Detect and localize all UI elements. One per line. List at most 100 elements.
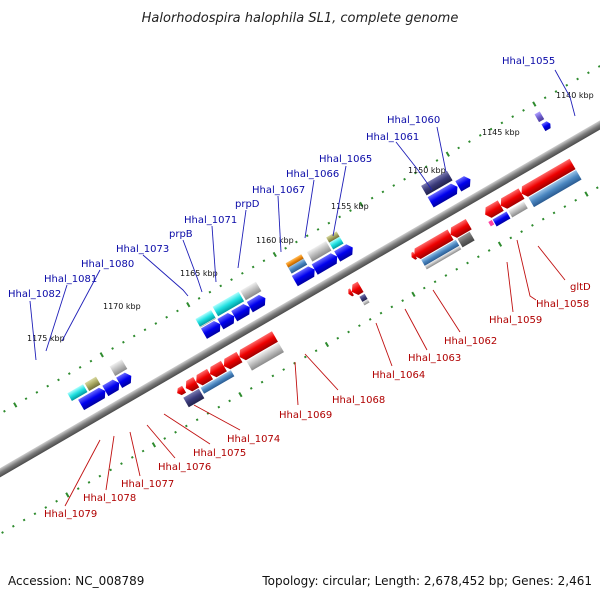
label-hhal-1058: Hhal_1058 [536,299,589,310]
label-hhal-1077: Hhal_1077 [121,479,174,490]
bar-rev-11 [200,370,235,394]
outer-scale-tick-46 [424,165,428,169]
leader-hhal-1081 [45,284,68,352]
outer-scale-tick-35 [305,234,309,238]
leader-hhal-1082 [29,300,37,361]
bar-fwd-7 [285,254,304,268]
leader-hhal-1080 [61,269,101,342]
summary-text: Topology: circular; Length: 2,678,452 bp… [261,574,592,588]
label-hhal-1063: Hhal_1063 [408,353,461,364]
label-hhal-1060: Hhal_1060 [387,115,440,126]
bar-fwd-6 [288,258,308,274]
outer-scale-tick-53 [500,121,504,125]
cds-hhal-1081 [102,379,120,397]
inner-scale-tick-9 [76,487,80,491]
inner-scale-tick-38 [390,305,394,309]
bar-fwd-10 [195,309,216,327]
outer-scale-tick-47 [435,159,439,162]
inner-scale-tick-16 [151,442,157,448]
label-gltd: gltD [570,282,591,293]
inner-scale-tick-43 [444,274,448,277]
tick-label-1145: 1145 kbp [482,128,520,137]
inner-scale-tick-4 [22,518,26,522]
label-hhal-1071: Hhal_1071 [184,215,237,226]
outer-scale-tick-51 [478,134,482,137]
bar-rev-7 [424,245,462,270]
tick-label-1160: 1160 kbp [256,236,294,245]
inner-scale-tick-25 [249,387,253,390]
inner-scale [1,186,599,534]
cds-hhal-1055 [541,121,551,132]
inner-scale-tick-48 [497,241,503,247]
outer-scale-tick-11 [46,384,50,388]
inner-scale-tick-42 [433,280,437,284]
leader-hhal-1062 [432,289,461,333]
outer-scale-tick-21 [154,322,158,325]
cds-hhal-1076 [210,360,227,378]
cds-hhal-1060 [427,183,458,208]
tick-label-1175: 1175 kbp [27,334,65,343]
outer-scale-tick-19 [132,334,136,338]
forward-gene-labels: Hhal_1055 Hhal_1060 Hhal_1061 Hhal_1065 … [8,56,576,361]
tick-label-1155: 1155 kbp [331,202,369,211]
label-hhal-1081: Hhal_1081 [44,274,97,285]
outer-scale-tick-31 [262,259,266,263]
cds-hhal-1064 [411,251,418,260]
inner-scale-tick-55 [574,198,578,202]
inner-scale-tick-24 [238,391,243,398]
inner-scale-tick-13 [120,462,123,465]
bar-rev-6 [421,239,460,266]
bar-fwd-5 [306,241,332,262]
inner-scale-tick-35 [358,324,361,328]
cds-hhal-1071 [231,303,250,322]
inner-scale-tick-46 [476,255,480,259]
cds-hhal-1065 [334,244,353,262]
cds-prpb [217,312,235,330]
bar-fwd-9 [212,291,245,317]
leader-hhal-1065 [332,165,347,237]
cds-hhal-1061 [455,176,471,192]
inner-scale-tick-3 [11,524,15,528]
outer-scale-tick-58 [554,90,558,93]
inner-scale-tick-32 [324,341,330,348]
inner-scale-tick-54 [563,205,567,208]
reverse-gene-labels: gltD Hhal_1058 Hhal_1059 Hhal_1062 Hhal_… [44,239,591,520]
inner-scale-tick-22 [217,405,221,409]
reverse-cds-track [177,158,576,396]
bar-rev-1 [528,170,582,208]
cds-hhal-1067 [291,266,315,287]
outer-scale-tick-8 [13,402,18,408]
inner-scale-tick-47 [487,249,491,252]
leader-hhal-1077 [129,431,141,477]
inner-scale-tick-27 [271,374,275,378]
outer-scale-tick-52 [489,127,493,131]
label-hhal-1067: Hhal_1067 [252,185,305,196]
cds-hhal-1082 [78,387,106,411]
tick-label-1140: 1140 kbp [556,91,594,100]
cds-hhal-1073 [200,320,221,339]
outer-scale-tick-36 [316,228,320,231]
leader-hhal-1071 [211,225,217,283]
outer-scale-tick-55 [522,108,525,112]
outer-scale-tick-17 [111,347,114,350]
inner-scale-tick-33 [336,336,340,340]
leader-hhal-1068 [304,353,339,391]
leader-hhal-1066 [304,179,315,239]
map-title: Halorhodospira halophila SL1, complete g… [142,11,459,26]
label-hhal-1076: Hhal_1076 [158,462,211,473]
accession-text: Accession: NC_008789 [8,574,144,588]
cds-hhal-1079 [177,385,187,396]
bar-rev-9 [362,298,370,306]
bar-rev-12 [183,388,205,408]
label-prpb: prpB [169,229,193,240]
outer-scale-tick-13 [67,372,71,375]
inner-scale-tick-31 [314,349,318,353]
bar-fwd-3 [329,236,344,250]
inner-scale-tick-23 [228,399,231,403]
label-hhal-1059: Hhal_1059 [489,315,542,326]
cds-hhal-1069 [348,288,354,297]
inner-scale-tick-50 [520,230,523,234]
label-hhal-1062: Hhal_1062 [444,336,497,347]
inner-scale-tick-28 [282,368,286,371]
